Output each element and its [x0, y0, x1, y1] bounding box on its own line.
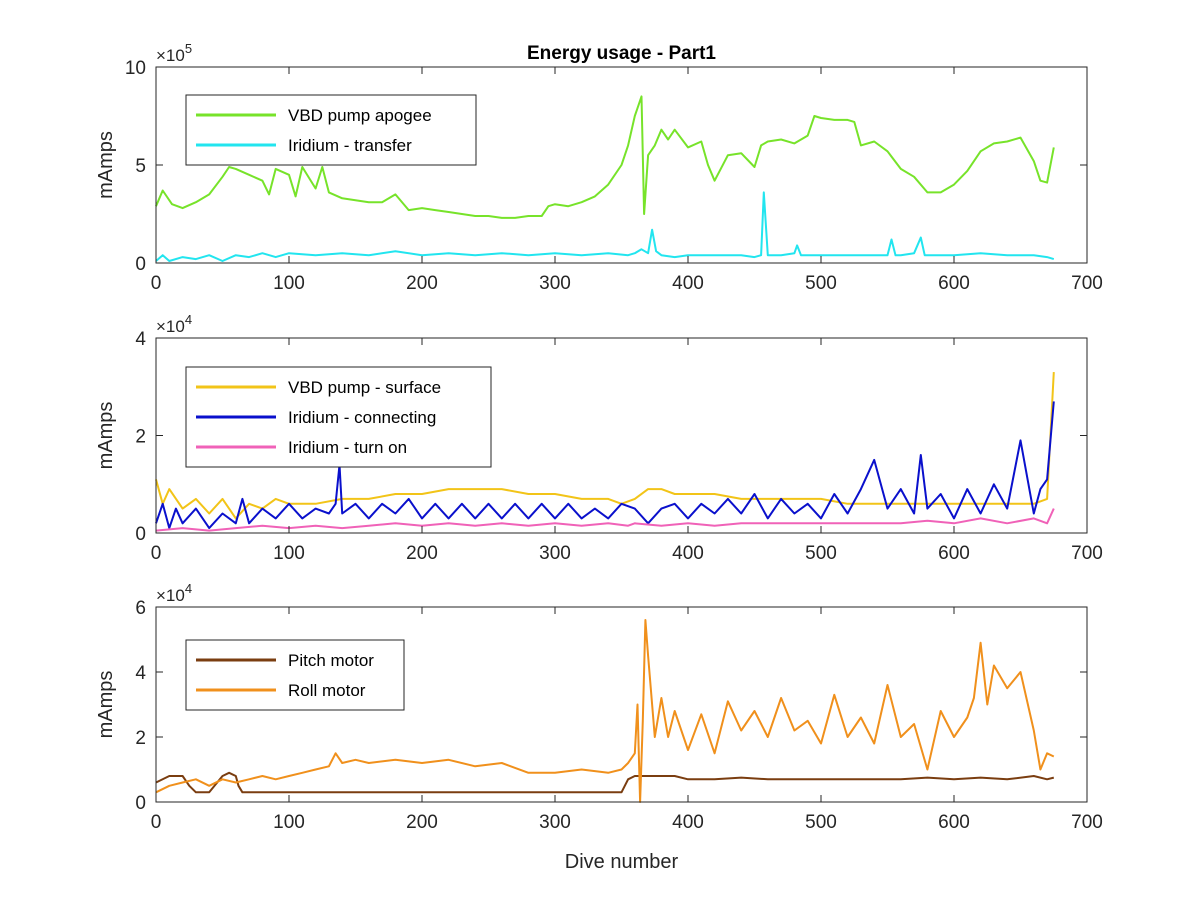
chart-panel-1: 0 100 200 300 400 500 600 700 0 5 10 ×105 mAmps Energ… [95, 41, 1103, 294]
y-tick-label: 2 [135, 728, 146, 749]
series-line-2-3 [155, 508, 1055, 532]
y-axis-label: mAmps [95, 131, 117, 199]
y-tick-label: 4 [135, 329, 146, 350]
x-tick-label: 700 [1071, 273, 1103, 294]
x-tick-label: 500 [805, 543, 837, 564]
x-tick-label: 400 [672, 543, 704, 564]
x-tick-label: 400 [672, 273, 704, 294]
x-tick-label: 600 [938, 812, 970, 833]
series-line-1-2 [155, 191, 1055, 262]
x-tick-label: 500 [805, 273, 837, 294]
series-line-3-2 [155, 619, 1055, 803]
x-tick-label: 700 [1071, 543, 1103, 564]
legend: VBD pump - surface Iridium - connecting Ir… [185, 366, 492, 468]
chart-panel-3: 0 100 200 300 400 500 600 700 0 2 4 6 ×104 mAmps Dive … [95, 581, 1103, 873]
y-tick-label: 0 [135, 793, 146, 814]
y-axis-label: mAmps [95, 402, 117, 470]
legend-entry: VBD pump - surface [288, 378, 441, 397]
y-exponent-label: ×104 [156, 581, 192, 605]
x-tick-label: 100 [273, 812, 305, 833]
y-tick-label: 5 [135, 156, 146, 177]
x-axis-label: Dive number [565, 851, 679, 873]
x-tick-label: 600 [938, 273, 970, 294]
axes-box [155, 606, 1088, 803]
y-exponent-label: ×105 [156, 41, 192, 65]
y-tick-label: 0 [135, 254, 146, 275]
y-exponent-label: ×104 [156, 312, 192, 336]
x-tick-label: 200 [406, 273, 438, 294]
x-tick-label: 500 [805, 812, 837, 833]
x-tick-label: 600 [938, 543, 970, 564]
x-tick-label: 0 [151, 273, 162, 294]
legend-box [185, 94, 477, 166]
y-tick-label: 0 [135, 524, 146, 545]
x-tick-label: 400 [672, 812, 704, 833]
y-axis-label: mAmps [95, 671, 117, 739]
y-tick-label: 4 [135, 663, 146, 684]
y-tick-label: 10 [125, 58, 146, 79]
legend-entry: Pitch motor [288, 651, 374, 670]
y-tick-label: 6 [135, 598, 146, 619]
series-line-3-1 [155, 771, 1055, 794]
series-line-1-1 [155, 95, 1055, 219]
x-tick-label: 700 [1071, 812, 1103, 833]
y-tick-label: 2 [135, 427, 146, 448]
x-tick-label: 300 [539, 273, 571, 294]
legend: Pitch motor Roll motor [185, 639, 405, 711]
legend-box [185, 639, 405, 711]
x-tick-label: 100 [273, 543, 305, 564]
series-line-2-2 [155, 401, 1055, 530]
legend-entry: VBD pump apogee [288, 106, 432, 125]
x-tick-label: 200 [406, 812, 438, 833]
legend-entry: Iridium - turn on [288, 438, 407, 457]
chart-panel-2: 0 100 200 300 400 500 600 700 0 2 4 ×104 mAmps VBD pu… [95, 312, 1103, 564]
x-tick-label: 0 [151, 812, 162, 833]
x-tick-label: 300 [539, 812, 571, 833]
x-tick-label: 100 [273, 273, 305, 294]
chart-title: Energy usage - Part1 [527, 43, 716, 64]
legend-entry: Iridium - connecting [288, 408, 436, 427]
x-tick-label: 200 [406, 543, 438, 564]
x-tick-label: 300 [539, 543, 571, 564]
x-tick-label: 0 [151, 543, 162, 564]
legend-entry: Roll motor [288, 681, 366, 700]
legend-entry: Iridium - transfer [288, 136, 412, 155]
legend: VBD pump apogee Iridium - transfer [185, 94, 477, 166]
